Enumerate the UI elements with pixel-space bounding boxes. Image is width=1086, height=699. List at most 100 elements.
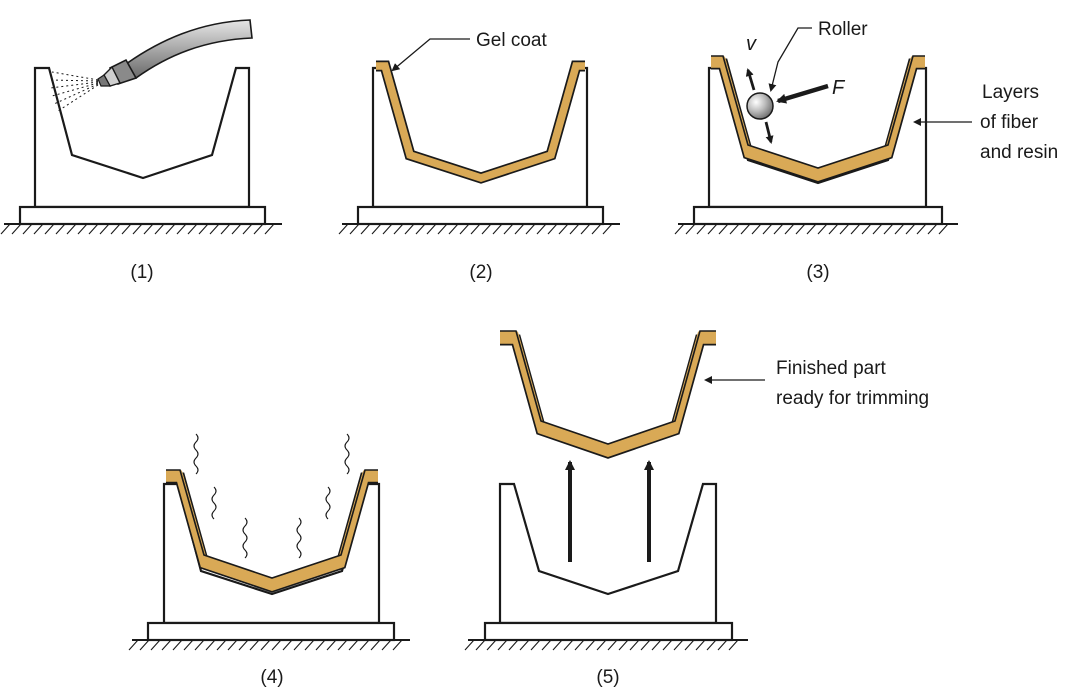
ground-hatch-line [359,639,370,651]
ground-hatch-line [348,639,359,651]
cured-layers-4b [166,470,378,584]
ground-hatch-line [249,639,260,651]
ground-hatch-line [337,639,348,651]
ground-hatch-line [165,223,176,235]
ground-hatch-line [591,223,602,235]
ground-hatch-line [381,639,392,651]
force-arrow [776,83,829,104]
ground-hatch-line [684,639,695,651]
ground-hatch-line [674,223,685,235]
ground-hatch-line [861,223,872,235]
ground-hatch-line [220,223,231,235]
ground-hatch-line [242,223,253,235]
ground-hatch-line [382,223,393,235]
ground-hatch-line [685,223,696,235]
ground-hatch-line [481,223,492,235]
mold-5 [498,482,718,625]
ground-hatch-line [404,223,415,235]
ground-hatch-line [205,639,216,651]
roller-label: Roller [818,19,868,40]
ground-hatch-line [33,223,44,235]
ground-hatch-line [161,639,172,651]
ground-hatch-line [773,223,784,235]
ground-hatch-line [282,639,293,651]
spray-mist [49,71,99,112]
ground-hatch-line [872,223,883,235]
ground-hatch-line [187,223,198,235]
spray-gun-icon [97,19,253,87]
step-label-1: (1) [130,262,153,283]
ground-hatch-line [172,639,183,651]
ground-hatch-line [392,639,403,651]
ground-hatch-line [558,223,569,235]
ground-hatch-line [227,639,238,651]
ground-hatch-line [651,639,662,651]
roller-leader [768,27,812,92]
ground-hatch-line [139,639,150,651]
ground-hatch-line [706,639,717,651]
mold-4 [162,482,381,625]
ground-hatch-line [437,223,448,235]
ground-hatch-line [514,223,525,235]
ground-hatch-line [541,639,552,651]
mold-base-5 [483,621,734,642]
ground-hatch-line [563,639,574,651]
mold-base-4 [146,621,396,642]
ground-hatch-line [464,639,475,651]
finished-label-line2: ready for trimming [776,388,929,409]
step-2-group: Gel coat (2) [338,30,620,283]
step-5-group: Finished part ready for trimming (5) [464,330,929,688]
ground-hatch-line [271,639,282,651]
ground-hatch-line [426,223,437,235]
ground-hatch-line [883,223,894,235]
ground-hatch-line [128,639,139,651]
layers-label-line3: and resin [980,142,1058,163]
ground-hatch-line [253,223,264,235]
ground-hatch-line [662,639,673,651]
layers-label-line2: of fiber [980,112,1039,133]
ground-hatch-line [55,223,66,235]
ground-hatch-line [569,223,580,235]
ground-hatch-line [673,639,684,651]
ground-hatch-line [817,223,828,235]
velocity-arrow-up [745,68,756,91]
ground-hatch-line [349,223,360,235]
steam-icon [193,433,350,559]
ground-hatch-line [707,223,718,235]
ground-hatch-line [905,223,916,235]
ground-hatch-line [11,223,22,235]
ground-hatch-line [580,223,591,235]
ground-hatch-line [806,223,817,235]
ground-hatch-line [121,223,132,235]
finished-part-b [500,331,716,450]
ground-hatch-line [143,223,154,235]
ground-hatch-line [260,639,271,651]
ground-1 [0,223,282,235]
ground-hatch-line [194,639,205,651]
ground-hatch-line [519,639,530,651]
ground-hatch-line [618,639,629,651]
ground-hatch-line [132,223,143,235]
mold-base-3 [692,205,944,226]
ground-4 [128,639,410,651]
ground-hatch-line [850,223,861,235]
ground-hatch-line [552,639,563,651]
ground-hatch-line [894,223,905,235]
ground-hatch-line [370,639,381,651]
ground-hatch-line [839,223,850,235]
ground-hatch-line [729,223,740,235]
ground-hatch-line [486,639,497,651]
ground-hatch-line [718,223,729,235]
ground-hatch-line [762,223,773,235]
ground-hatch-line [938,223,949,235]
ground-hatch-line [607,639,618,651]
ground-hatch-line [150,639,161,651]
velocity-arrow-down [764,121,774,144]
ground-hatch-line [640,639,651,651]
force-label: F [832,77,846,99]
ground-hatch-line [728,639,739,651]
ground-hatch-line [695,639,706,651]
ground-hatch-line [497,639,508,651]
ground-hatch-line [629,639,640,651]
